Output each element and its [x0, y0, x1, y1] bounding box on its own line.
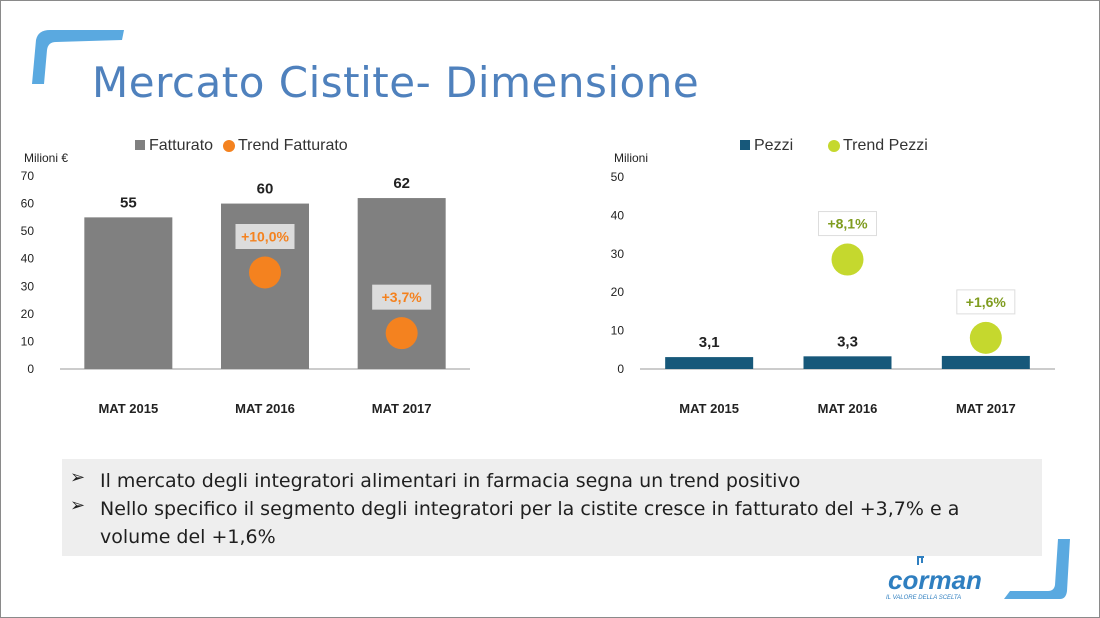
bar-mat-2017 [941, 355, 1030, 369]
chart-fatturato: Fatturato Trend Fatturato Milioni € 0 10 20 30… [21, 137, 470, 416]
logo-wordmark: corman [888, 565, 982, 595]
y-tick-label: 30 [611, 247, 625, 261]
y-tick-label: 20 [21, 307, 35, 321]
trend-label-box [235, 224, 295, 249]
trend-marker [831, 243, 864, 276]
bar-value-label: 3,3 [837, 333, 858, 350]
y-tick-label: 40 [21, 252, 35, 266]
legend-swatch-fatturato [135, 140, 145, 150]
page-title: Mercato Cistite- Dimensione [92, 58, 700, 107]
trend-label-box [372, 284, 432, 310]
bullet-text: Il mercato degli integratori alimentari … [100, 470, 801, 492]
bullet-marker: ➢ [70, 495, 86, 516]
bullet-box: ➢ Il mercato degli integratori alimentar… [62, 459, 1042, 556]
trend-label: +3,7% [382, 289, 423, 305]
y-tick-label: 0 [617, 362, 624, 376]
trend-marker [249, 256, 281, 289]
trend-marker [969, 321, 1002, 354]
bar-value-label: 55 [120, 194, 137, 211]
y-axis-label: Milioni [614, 151, 648, 165]
y-tick-label: 10 [21, 334, 35, 348]
bar-mat-2015 [665, 357, 754, 369]
x-tick-label: MAT 2015 [679, 401, 739, 416]
trend-label: +8,1% [827, 216, 868, 232]
chart-pezzi: Pezzi Trend Pezzi Milioni 0 10 20 30 40 50 3,1 MAT… [611, 137, 1055, 416]
legend-swatch-pezzi [740, 140, 750, 150]
trend-label-box [818, 211, 877, 237]
bullet-item: ➢ Nello specifico il segmento degli inte… [70, 495, 1020, 551]
y-tick-label: 0 [27, 362, 34, 376]
y-tick-label: 10 [611, 324, 625, 338]
corner-swoosh-top [32, 30, 124, 84]
bar-mat-2016 [803, 356, 892, 369]
legend-label: Pezzi [754, 137, 793, 154]
bar-value-label: 3,1 [699, 334, 720, 351]
y-tick-label: 70 [21, 169, 35, 183]
corman-logo: corman IL VALORE DELLA SCELTA [886, 539, 1070, 601]
y-tick-label: 40 [611, 208, 625, 222]
legend-marker-trend [828, 140, 840, 152]
y-tick-label: 60 [21, 197, 35, 211]
bullet-item: ➢ Il mercato degli integratori alimentar… [70, 467, 1020, 495]
y-axis-label: Milioni € [24, 151, 68, 165]
trend-label: +1,6% [966, 294, 1007, 310]
x-tick-label: MAT 2015 [98, 401, 158, 416]
legend-label: Trend Pezzi [843, 137, 928, 154]
legend-label: Trend Fatturato [238, 137, 348, 154]
bullet-text: Nello specifico il segmento degli integr… [100, 498, 960, 548]
y-tick-label: 20 [611, 285, 625, 299]
trend-label-box [956, 289, 1016, 315]
trend-marker [385, 317, 418, 350]
bullet-marker: ➢ [70, 467, 86, 488]
x-tick-label: MAT 2016 [235, 401, 295, 416]
logo-tagline: IL VALORE DELLA SCELTA [886, 595, 961, 601]
x-tick-label: MAT 2017 [372, 401, 432, 416]
y-tick-label: 50 [21, 224, 35, 238]
bar-value-label: 62 [393, 175, 410, 192]
y-tick-label: 30 [21, 279, 35, 293]
legend-label: Fatturato [149, 137, 213, 154]
legend-marker-trend [223, 140, 235, 152]
y-tick-label: 50 [611, 170, 625, 184]
bar-value-label: 60 [257, 181, 274, 198]
x-tick-label: MAT 2017 [956, 401, 1016, 416]
bar-mat-2015 [84, 217, 173, 369]
x-tick-label: MAT 2016 [818, 401, 878, 416]
trend-label: +10,0% [241, 229, 289, 245]
